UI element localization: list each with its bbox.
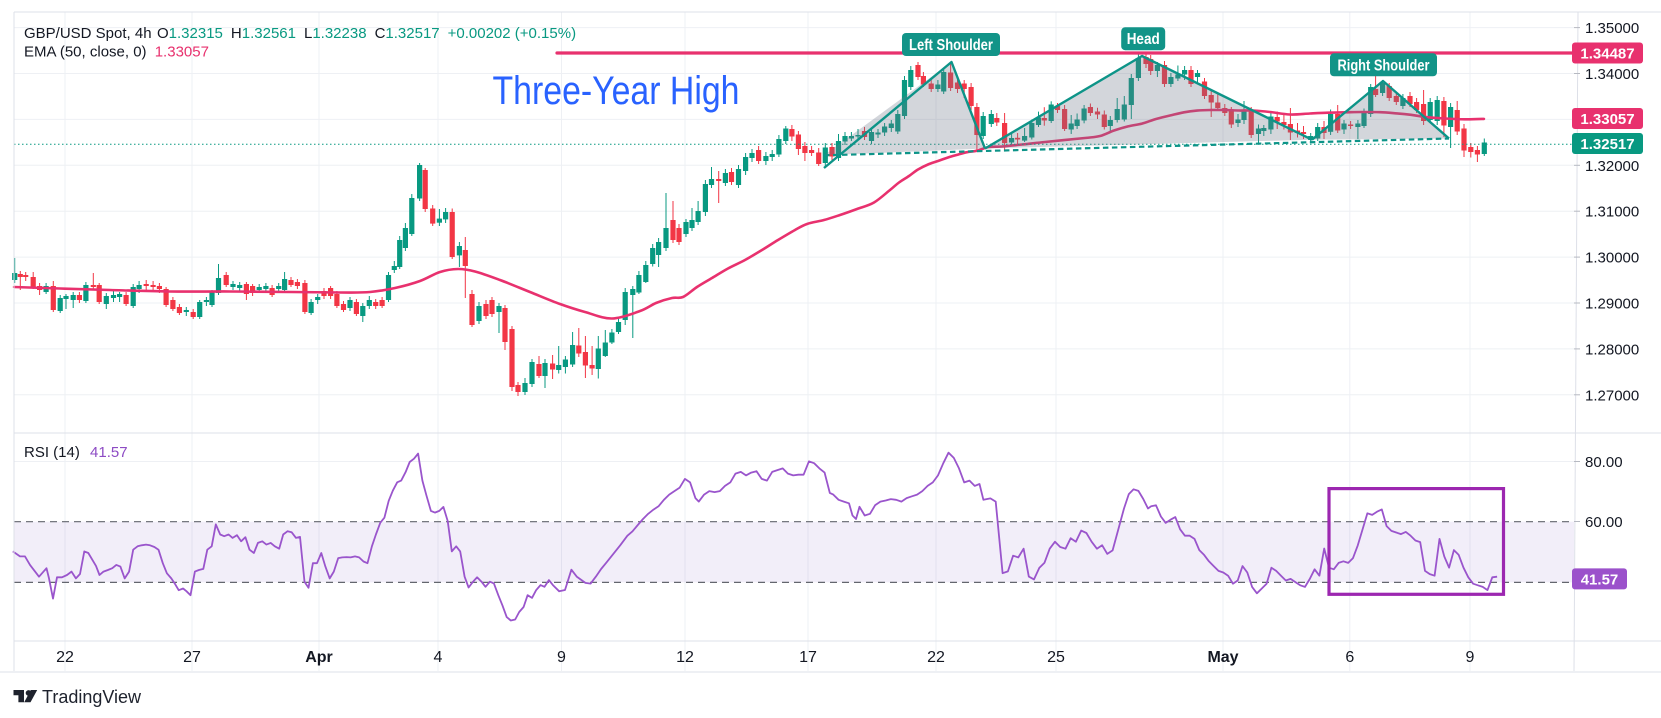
svg-text:EMA (50, close, 0) 1.33057: EMA (50, close, 0) 1.33057 <box>24 44 209 61</box>
svg-text:41.57: 41.57 <box>1581 571 1619 588</box>
svg-text:25: 25 <box>1047 649 1065 666</box>
svg-text:1.30000: 1.30000 <box>1585 250 1639 267</box>
svg-text:22: 22 <box>927 649 945 666</box>
svg-text:22: 22 <box>56 649 74 666</box>
svg-text:9: 9 <box>557 649 566 666</box>
svg-text:Three-Year High: Three-Year High <box>493 69 740 113</box>
svg-text:17: 17 <box>799 649 817 666</box>
svg-text:Apr: Apr <box>305 649 333 666</box>
svg-text:1.32000: 1.32000 <box>1585 158 1639 175</box>
svg-text:1.35000: 1.35000 <box>1585 20 1639 37</box>
svg-text:Left Shoulder: Left Shoulder <box>909 37 993 54</box>
svg-text:4: 4 <box>434 649 443 666</box>
svg-text:1.31000: 1.31000 <box>1585 204 1639 221</box>
svg-text:May: May <box>1207 649 1238 666</box>
svg-text:1.27000: 1.27000 <box>1585 387 1639 404</box>
svg-text:12: 12 <box>676 649 694 666</box>
svg-text:GBP/USD Spot, 4h: GBP/USD Spot, 4h <box>24 25 152 42</box>
svg-text:1.34487: 1.34487 <box>1580 46 1634 63</box>
svg-text:80.00: 80.00 <box>1585 454 1623 471</box>
svg-text:9: 9 <box>1466 649 1475 666</box>
svg-text:60.00: 60.00 <box>1585 514 1623 531</box>
svg-text:RSI (14) 41.57: RSI (14) 41.57 <box>24 444 128 461</box>
svg-text:27: 27 <box>183 649 201 666</box>
svg-text:Head: Head <box>1127 31 1160 48</box>
svg-text:1.29000: 1.29000 <box>1585 296 1639 313</box>
svg-text:1.32517: 1.32517 <box>1580 136 1634 153</box>
svg-text:6: 6 <box>1345 649 1354 666</box>
svg-text:Right Shoulder: Right Shoulder <box>1338 57 1430 74</box>
svg-text:1.34000: 1.34000 <box>1585 66 1639 83</box>
svg-text:1.28000: 1.28000 <box>1585 341 1639 358</box>
svg-text:TradingView: TradingView <box>42 687 142 707</box>
svg-text:1.33057: 1.33057 <box>1580 111 1634 128</box>
